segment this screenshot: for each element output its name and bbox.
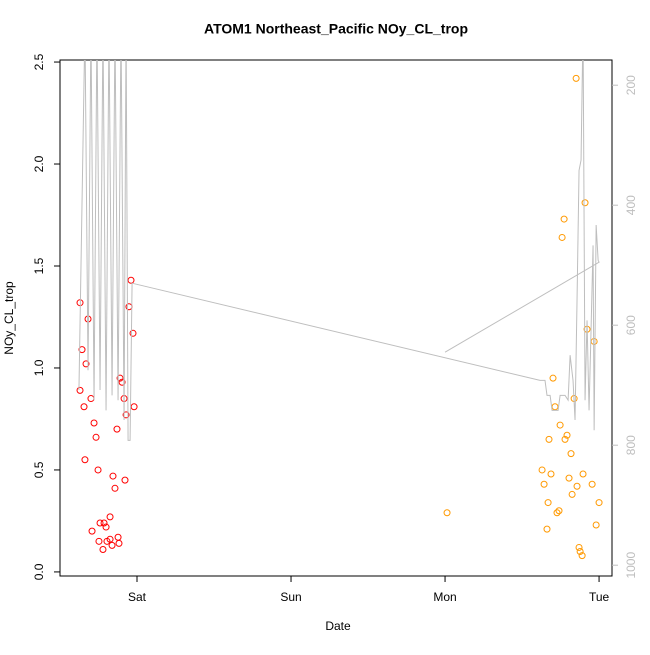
point [544,499,552,507]
point [95,537,103,545]
point [560,215,568,223]
point [576,548,584,556]
y2-tick-label: 400 [624,195,638,215]
point [549,374,557,382]
point [80,403,88,411]
x-tick-label: Sun [280,590,301,604]
point [443,509,451,517]
point [106,513,114,521]
point [572,74,580,82]
point [567,450,575,458]
point [99,545,107,553]
point [565,474,573,482]
point [100,519,108,527]
point [113,425,121,433]
point [568,490,576,498]
point [121,476,129,484]
point [88,527,96,535]
x-axis-label: Date [325,619,351,633]
point [81,456,89,464]
y2-tick-label: 600 [624,315,638,335]
y-tick-label: 1.5 [32,257,46,274]
plot-area [76,60,603,560]
y2-tick-label: 800 [624,435,638,455]
point [109,472,117,480]
x-tick-label: Tue [589,590,610,604]
point [547,470,555,478]
point [108,541,116,549]
point [96,519,104,527]
point [115,539,123,547]
y-tick-label: 0.0 [32,563,46,580]
point [558,233,566,241]
point [127,276,135,284]
point [116,374,124,382]
point [130,403,138,411]
chart-title: ATOM1 Northeast_Pacific NOy_CL_trop [204,21,468,37]
point [76,386,84,394]
x-tick-label: Sat [128,590,147,604]
point [92,433,100,441]
point [78,346,86,354]
point [579,470,587,478]
point [122,411,130,419]
plot-box [59,59,613,577]
point [129,329,137,337]
y-axis-label: NOy_CL_trop [2,281,16,355]
point [563,431,571,439]
point [538,466,546,474]
point [543,525,551,533]
point [102,523,110,531]
point [578,552,586,560]
point [556,421,564,429]
y-tick-label: 2.0 [32,155,46,172]
point [118,378,126,386]
point [592,521,600,529]
x-tick-label: Mon [433,590,456,604]
point [545,435,553,443]
pressure-line [78,60,600,441]
point [90,419,98,427]
y2-tick-label: 200 [624,75,638,95]
point [106,535,114,543]
point [581,199,589,207]
point [555,507,563,515]
point [553,509,561,517]
point [94,466,102,474]
point [540,480,548,488]
y2-tick-label: 1000 [624,552,638,579]
y-tick-label: 0.5 [32,461,46,478]
y-tick-label: 1.0 [32,359,46,376]
point [588,480,596,488]
point [111,484,119,492]
point [575,543,583,551]
point [82,360,90,368]
point [561,435,569,443]
point [595,499,603,507]
point [573,482,581,490]
y-tick-label: 2.5 [32,53,46,70]
